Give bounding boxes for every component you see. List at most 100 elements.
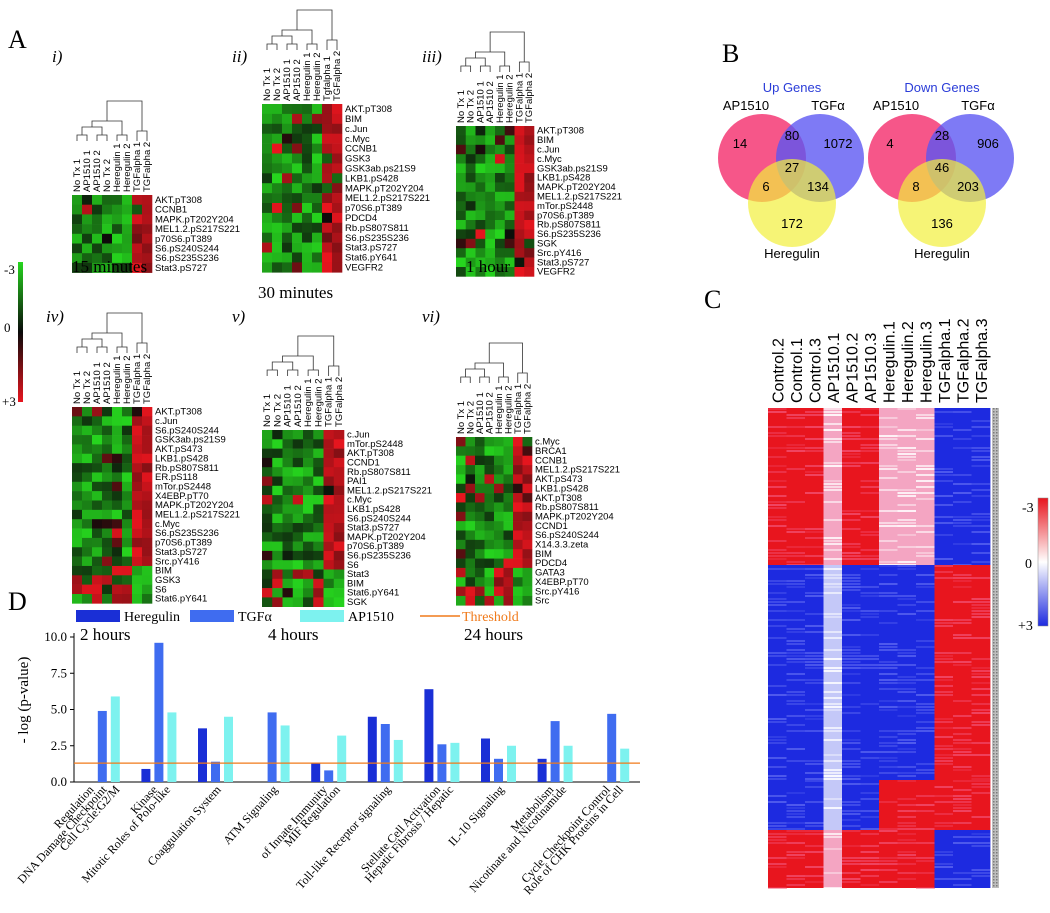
heatmap-cell — [524, 229, 535, 240]
heatmap-cell — [282, 448, 294, 459]
heatmap-cell — [302, 232, 313, 243]
heatmap-cell — [292, 430, 304, 440]
heatmap-cell — [513, 493, 523, 503]
c-stripe — [879, 583, 898, 585]
c-stripe — [971, 447, 991, 449]
heatmap-col-label: No Tx 2 — [272, 394, 283, 427]
heatmap-cell — [475, 267, 486, 277]
c-stripe — [786, 426, 806, 428]
c-stripe — [971, 682, 991, 684]
c-stripe — [897, 751, 917, 753]
c-stripe — [916, 842, 935, 844]
heatmap-cell — [465, 257, 476, 268]
heatmap-cell — [303, 569, 314, 580]
heatmap-cell — [112, 509, 123, 520]
bar-tgf-5 — [324, 770, 334, 782]
heatmap-cell — [504, 191, 515, 202]
heatmap-col-label: Tgfalpha 1 — [322, 56, 333, 101]
heatmap-cell — [522, 539, 533, 550]
c-stripe — [823, 637, 843, 639]
c-stripe — [879, 574, 898, 576]
c-stripe — [805, 537, 824, 539]
c-stripe — [823, 730, 843, 732]
heatmap-cell — [495, 191, 506, 202]
heatmap-cell — [475, 558, 485, 569]
c-stripe — [805, 555, 824, 557]
c-stripe — [786, 792, 806, 794]
c-block — [879, 830, 898, 888]
heatmap-row-label: S6.pS235S236 — [155, 253, 219, 264]
c-stripe — [953, 727, 972, 729]
heatmap-row-label: c.Myc — [347, 495, 372, 506]
heatmap-cell — [322, 232, 333, 243]
heatmap-cell — [312, 212, 323, 224]
heatmap-roman-label: iv) — [46, 307, 64, 326]
heatmap-cell — [323, 588, 335, 598]
heatmap-cell — [262, 163, 273, 174]
heatmap-cell — [92, 594, 103, 604]
heatmap-cell — [514, 135, 525, 146]
c-stripe — [879, 842, 898, 844]
heatmap-cell — [282, 113, 293, 125]
c-stripe — [823, 727, 843, 729]
c-block — [879, 780, 898, 830]
heatmap-col-label: Heregulin 1 — [494, 385, 505, 434]
legend-threshold: Threshold — [462, 610, 519, 625]
heatmap-cell — [484, 577, 495, 587]
heatmap-cell — [456, 154, 467, 164]
c-stripe — [860, 845, 880, 847]
heatmap-cell — [132, 472, 143, 483]
c-stripe — [916, 887, 935, 889]
c-stripe — [897, 742, 917, 744]
c-stripe — [805, 760, 824, 762]
heatmap-cell — [282, 262, 293, 273]
heatmap-cell — [323, 467, 335, 477]
c-stripe — [879, 510, 898, 512]
heatmap-cell — [312, 173, 323, 184]
c-stripe — [934, 468, 954, 470]
c-stripe — [916, 450, 935, 452]
c-stripe — [879, 477, 898, 479]
heatmap-cell — [292, 193, 303, 204]
heatmap-cell — [303, 467, 314, 477]
c-col-label: AP1510.3 — [863, 333, 880, 403]
heatmap-cell — [485, 220, 496, 230]
heatmap-cell — [302, 153, 313, 164]
c-stripe — [897, 568, 917, 570]
heatmap-cell — [272, 163, 283, 174]
c-stripe — [805, 568, 824, 570]
heatmap-time-label: 2 hours — [80, 625, 131, 644]
heatmap-cell — [485, 154, 496, 164]
c-stripe — [842, 673, 861, 675]
heatmap-cell — [122, 481, 133, 492]
heatmap-cell — [323, 578, 335, 589]
venn-count: 6 — [762, 179, 769, 194]
heatmap-cell — [112, 453, 123, 464]
heatmap-cell — [332, 113, 343, 125]
dendrogram — [266, 335, 340, 376]
c-stripe — [897, 652, 917, 654]
c-stripe — [842, 577, 861, 579]
c-stripe — [786, 673, 806, 675]
c-stripe — [934, 571, 954, 573]
c-stripe — [768, 456, 787, 458]
heatmap-cell — [112, 195, 123, 205]
heatmap-row-label: MEL1.2.pS217S221 — [537, 192, 622, 203]
heatmap-cell — [112, 262, 123, 273]
c-stripe — [971, 552, 991, 554]
c-stripe — [953, 739, 972, 741]
c-stripe — [916, 586, 935, 588]
heatmap-cell — [82, 565, 93, 576]
heatmap-cell — [102, 500, 113, 511]
c-stripe — [897, 525, 917, 527]
heatmap-cell — [465, 567, 476, 578]
c-stripe — [934, 754, 954, 756]
c-block — [953, 780, 972, 830]
heatmap-row-label: Rb.pS807S811 — [347, 467, 411, 478]
heatmap-cell — [475, 201, 486, 211]
heatmap-cell — [72, 565, 83, 576]
heatmap-cell — [92, 528, 103, 539]
c-stripe — [842, 881, 861, 883]
heatmap-cell — [465, 455, 476, 466]
c-stripe — [879, 489, 898, 491]
